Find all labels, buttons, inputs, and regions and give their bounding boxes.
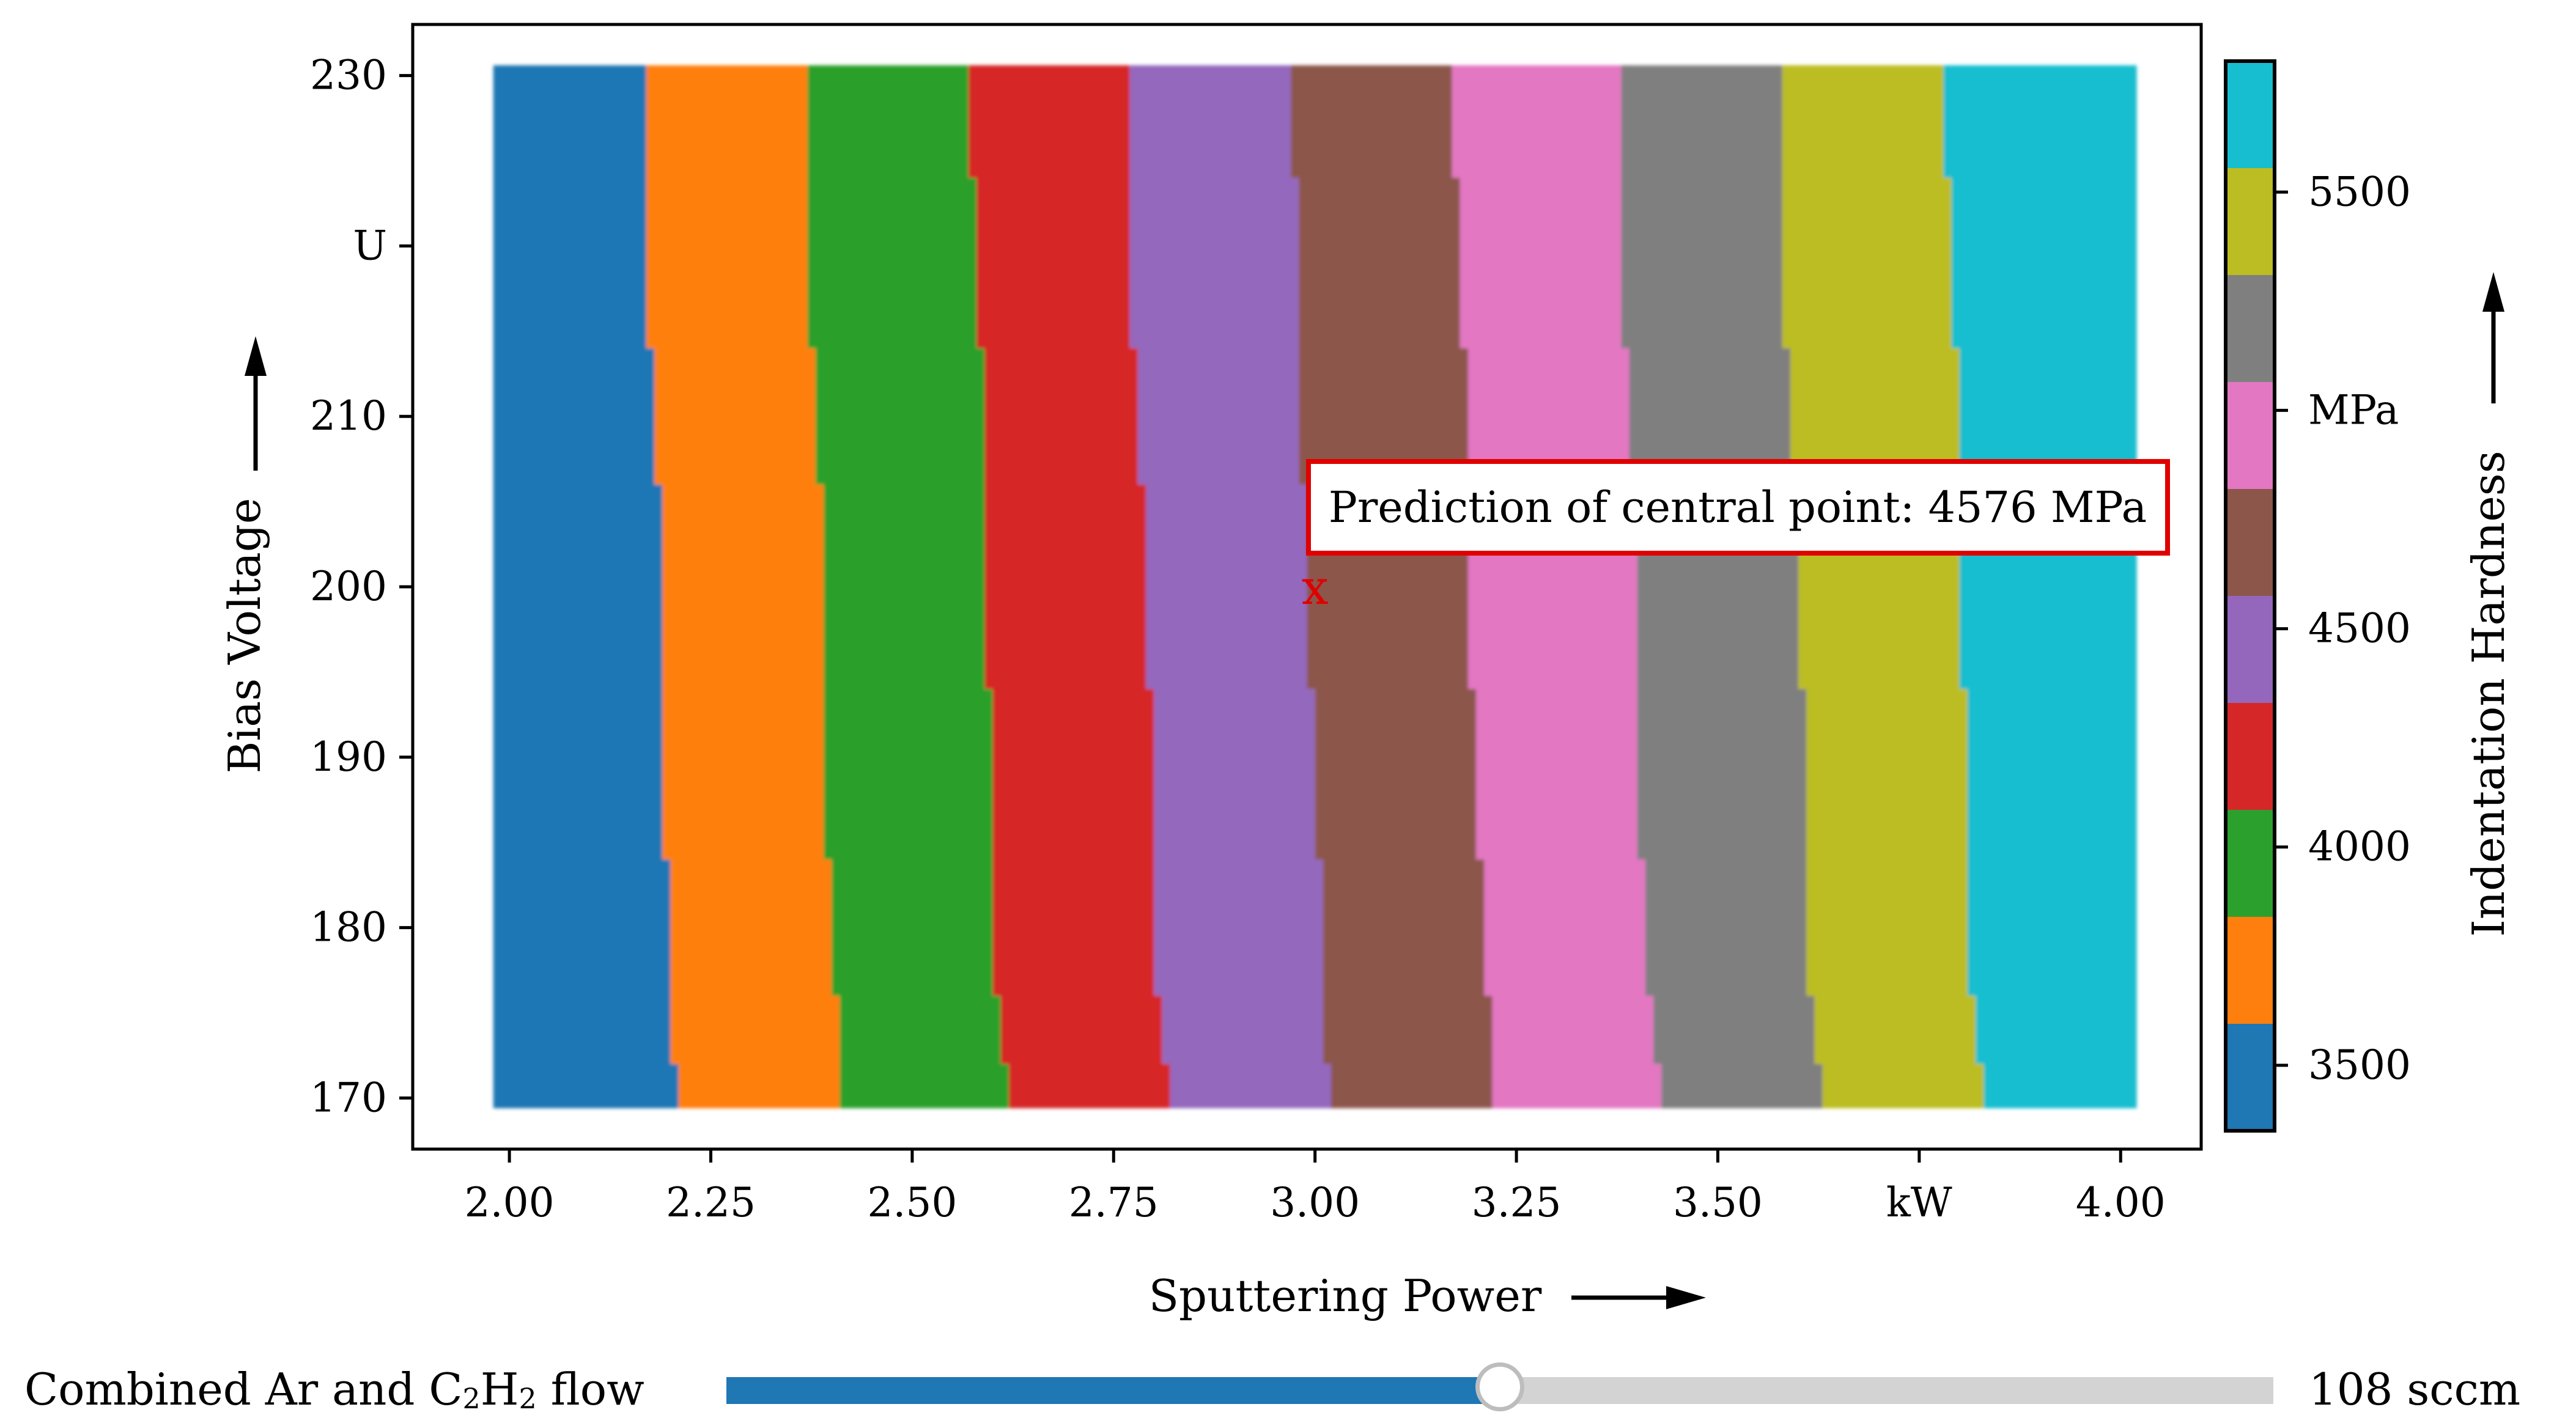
colorbar-bin (2226, 1024, 2275, 1131)
colorbar-bin (2226, 382, 2275, 489)
hardness-region-9 (1782, 65, 1984, 1109)
central-point-marker: x (1302, 560, 1329, 616)
slider-label: Combined Ar and C2H2 flow (24, 1362, 644, 1426)
hardness-region-4 (969, 65, 1170, 1109)
slider-label-part: H (480, 1364, 519, 1415)
colorbar-tick-label: 4500 (2308, 605, 2411, 652)
colorbar-bin (2226, 917, 2275, 1024)
colorbar-bin (2226, 489, 2275, 596)
hardness-region-8 (1621, 65, 1823, 1109)
x-tick-label: 2.50 (867, 1179, 957, 1226)
y-tick-label: 190 (310, 733, 387, 781)
colorbar-frame (2224, 59, 2276, 1133)
central-point-annotation: Prediction of central point: 4576 MPa (1306, 459, 2170, 556)
x-tick-label: 2.75 (1069, 1179, 1159, 1226)
annotation-text: Prediction of central point: 4576 MPa (1329, 482, 2147, 532)
hardness-region-5 (1129, 65, 1331, 1109)
y-tick-label: 170 (310, 1074, 387, 1121)
hardness-region-6 (1291, 65, 1493, 1109)
x-tick-label: 3.25 (1472, 1179, 1562, 1226)
x-tick-label: 4.00 (2076, 1179, 2166, 1226)
colorbar-bins (2226, 61, 2275, 1131)
slider-label-part: Combined Ar and C (24, 1364, 463, 1415)
y-tick-label: 210 (310, 392, 387, 439)
colorbar-label: Indentation Hardness (2463, 450, 2514, 936)
slider-value: 108 sccm (2309, 1364, 2521, 1415)
y-tick-label: 200 (310, 563, 387, 610)
x-tick-label: 2.00 (465, 1179, 555, 1226)
plot-area (411, 23, 2203, 1151)
y-axis-arrow (245, 336, 267, 471)
x-tick-label: 2.25 (666, 1179, 756, 1226)
x-axis-arrow (1571, 1286, 1706, 1309)
colorbar-tick-label: 5500 (2308, 168, 2411, 215)
slider-label-part: flow (536, 1364, 644, 1415)
y-tick-label: 180 (310, 904, 387, 951)
colorbar-tick-label: MPa (2308, 386, 2399, 433)
x-tick-label: 3.50 (1673, 1179, 1763, 1226)
annotation-box (1306, 459, 2170, 556)
hardness-region-7 (1452, 65, 1662, 1109)
y-tick-label: U (353, 222, 387, 269)
colorbar-ticks: 3500 4000 4500 MPa 5500 (2275, 168, 2411, 1089)
slider-label-subscript: 2 (519, 1382, 537, 1415)
colorbar-bin (2226, 168, 2275, 275)
flow-slider-fill (726, 1377, 1500, 1404)
x-tick-label: 3.00 (1270, 1179, 1360, 1226)
hardness-region-2 (646, 65, 840, 1109)
colorbar-bin (2226, 596, 2275, 703)
flow-slider-track[interactable] (726, 1362, 2273, 1411)
colorbar-tick-label: 4000 (2308, 823, 2411, 870)
colorbar-tick-label: 3500 (2308, 1042, 2411, 1089)
hardness-region-10 (1943, 65, 2137, 1109)
x-tick-label: kW (1886, 1179, 1952, 1226)
x-axis-label: Sputtering Power (1149, 1270, 1542, 1321)
hardness-region-1 (493, 65, 679, 1109)
colorbar-bin (2226, 703, 2275, 810)
colorbar: 3500 4000 4500 MPa 5500 (2224, 59, 2411, 1133)
flow-slider-knob[interactable] (1475, 1362, 1524, 1411)
y-axis-label: Bias Voltage (219, 498, 270, 773)
y-axis-ticks: 170 180 190 200 210 U 230 (310, 52, 413, 1121)
slider-label-subscript: 2 (462, 1382, 481, 1415)
x-axis-ticks: 2.00 2.25 2.50 2.75 3.00 3.25 3.50 kW 4.00 (465, 1149, 2166, 1226)
y-tick-label: 230 (310, 52, 387, 99)
colorbar-bin (2226, 275, 2275, 382)
colorbar-bin (2226, 61, 2275, 168)
colorbar-arrow (2482, 272, 2504, 403)
hardness-region-3 (807, 65, 1009, 1109)
hardness-regions (493, 65, 2137, 1109)
colorbar-bin (2226, 810, 2275, 917)
